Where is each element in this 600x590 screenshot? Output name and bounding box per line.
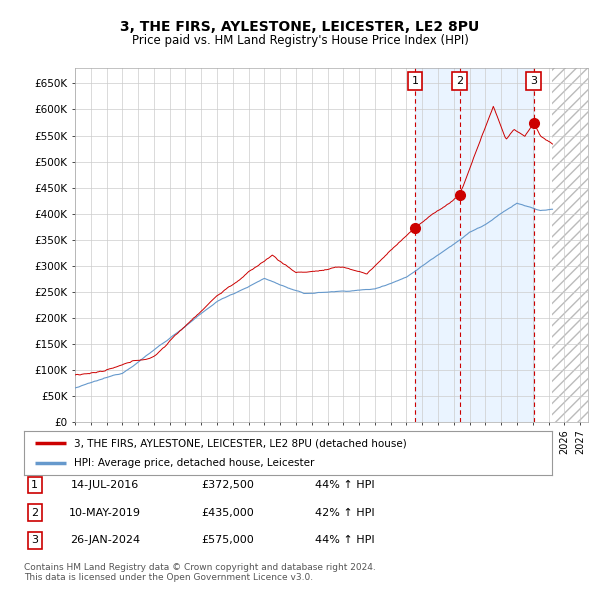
Text: 1: 1 xyxy=(31,480,38,490)
Bar xyxy=(415,68,534,422)
Text: 44% ↑ HPI: 44% ↑ HPI xyxy=(315,536,375,545)
Text: 2: 2 xyxy=(31,508,38,517)
Text: 3, THE FIRS, AYLESTONE, LEICESTER, LE2 8PU: 3, THE FIRS, AYLESTONE, LEICESTER, LE2 8… xyxy=(121,19,479,34)
Text: 2: 2 xyxy=(456,76,463,86)
Text: 3: 3 xyxy=(530,76,538,86)
Text: 3: 3 xyxy=(31,536,38,545)
Text: 14-JUL-2016: 14-JUL-2016 xyxy=(71,480,139,490)
Text: 3, THE FIRS, AYLESTONE, LEICESTER, LE2 8PU (detached house): 3, THE FIRS, AYLESTONE, LEICESTER, LE2 8… xyxy=(74,438,407,448)
Bar xyxy=(553,68,588,422)
Text: HPI: Average price, detached house, Leicester: HPI: Average price, detached house, Leic… xyxy=(74,458,314,467)
Bar xyxy=(553,68,588,422)
Text: 26-JAN-2024: 26-JAN-2024 xyxy=(70,536,140,545)
Text: Price paid vs. HM Land Registry's House Price Index (HPI): Price paid vs. HM Land Registry's House … xyxy=(131,34,469,47)
Text: 10-MAY-2019: 10-MAY-2019 xyxy=(69,508,141,517)
Text: 42% ↑ HPI: 42% ↑ HPI xyxy=(315,508,375,517)
Text: 44% ↑ HPI: 44% ↑ HPI xyxy=(315,480,375,490)
Text: Contains HM Land Registry data © Crown copyright and database right 2024.
This d: Contains HM Land Registry data © Crown c… xyxy=(24,563,376,582)
Text: 1: 1 xyxy=(412,76,419,86)
Text: £435,000: £435,000 xyxy=(202,508,254,517)
Text: £575,000: £575,000 xyxy=(202,536,254,545)
Text: £372,500: £372,500 xyxy=(202,480,254,490)
